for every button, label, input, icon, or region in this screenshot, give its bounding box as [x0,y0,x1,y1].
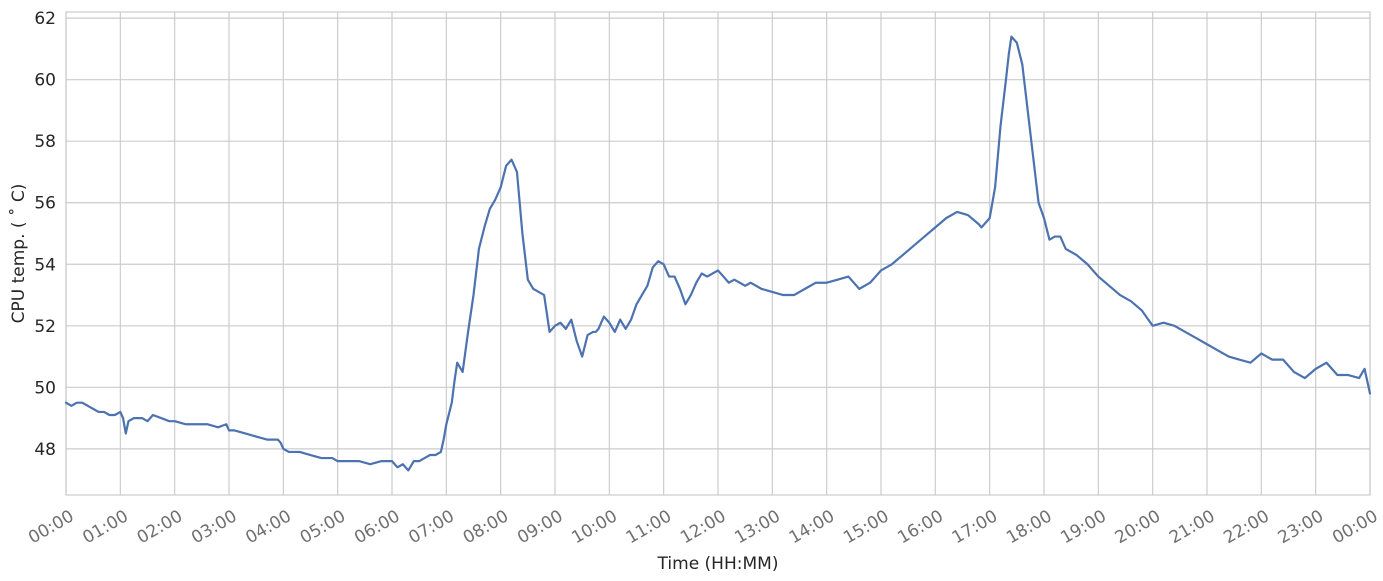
y-tick-label: 58 [34,132,56,152]
y-tick-labels: 48 50 52 54 56 58 60 62 [34,9,56,460]
x-tick-label: 18:00 [1003,506,1055,548]
x-tick-label: 06:00 [351,506,403,548]
x-tick-label: 20:00 [1112,506,1164,548]
x-tick-label: 05:00 [297,506,349,548]
x-tick-label: 17:00 [949,506,1001,548]
y-tick-label: 50 [34,378,56,398]
x-tick-labels: 00:00 01:00 02:00 03:00 04:00 05:00 06:00 07:00… [25,506,1381,548]
x-tick-label: 15:00 [840,506,892,548]
y-axis-label: CPU temp. ( ˚ C) [8,184,29,324]
x-tick-label: 09:00 [514,506,566,548]
series-layer [64,35,1372,472]
x-tick-label: 12:00 [677,506,729,548]
y-tick-label: 54 [34,255,56,275]
plot-frame [65,11,1371,496]
x-tick-label: 03:00 [188,506,240,548]
x-tick-label: 23:00 [1275,506,1327,548]
y-tick-label: 52 [34,317,56,337]
x-tick-label: 07:00 [405,506,457,548]
x-tick-label: 01:00 [79,506,131,548]
x-tick-label: 21:00 [1166,506,1218,548]
x-tick-label: 04:00 [242,506,294,548]
x-axis-label: Time (HH:MM) [657,554,779,574]
x-tick-label: 02:00 [134,506,186,548]
cpu-temp-series-line [64,35,1372,472]
x-tick-label: 10:00 [568,506,620,548]
x-tick-label: 00:00 [1329,506,1381,548]
x-tick-label: 08:00 [460,506,512,548]
y-tick-label: 48 [34,440,56,460]
y-tick-label: 56 [34,194,56,214]
y-tick-label: 60 [34,71,56,91]
y-tick-label: 62 [34,9,56,29]
grid-lines [65,12,1371,495]
x-tick-label: 22:00 [1220,506,1272,548]
x-tick-label: 13:00 [731,506,783,548]
x-tick-label: 19:00 [1057,506,1109,548]
x-tick-label: 00:00 [25,506,77,548]
x-tick-label: 16:00 [894,506,946,548]
x-tick-label: 14:00 [786,506,838,548]
x-tick-label: 11:00 [623,506,675,548]
